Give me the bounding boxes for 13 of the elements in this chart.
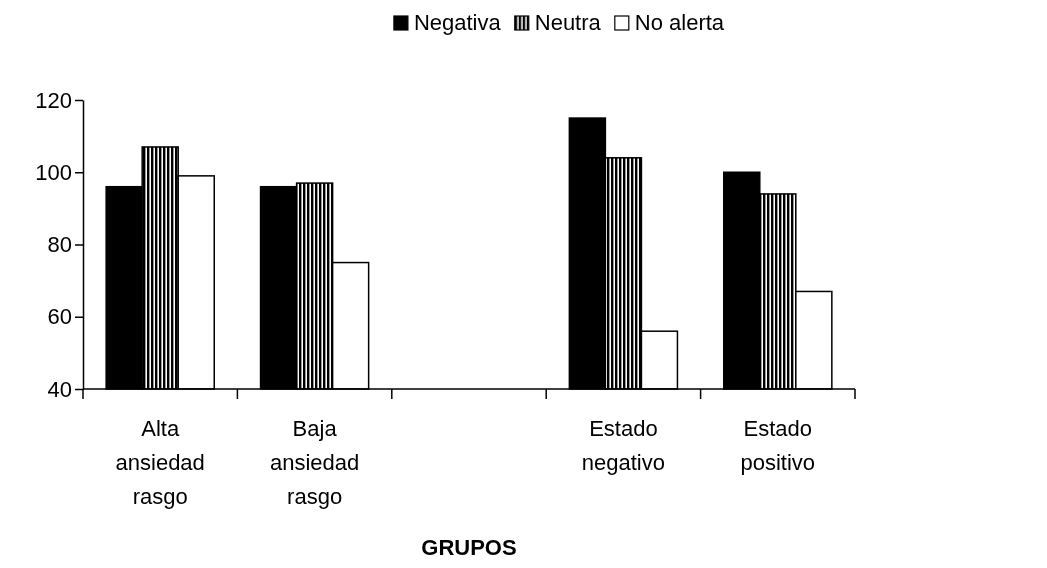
x-tick-label: Baja ansiedad rasgo	[269, 416, 360, 509]
legend-label: No alerta	[634, 10, 725, 35]
y-tick-label: 60	[47, 304, 72, 330]
y-tick-label: 80	[47, 232, 72, 258]
y-tick-label: 100	[35, 159, 72, 185]
x-tick-label: Alta ansiedad rasgo	[115, 416, 205, 509]
legend-label: Negativa	[413, 10, 502, 35]
legend-label: Neutra	[534, 10, 602, 35]
y-tick-label: 40	[47, 376, 72, 402]
x-tick-label: Estado positivo	[740, 416, 816, 475]
y-tick-label: 120	[35, 87, 72, 113]
x-axis-title: GRUPOS	[421, 535, 517, 560]
x-tick-label: Estado negativo	[581, 416, 665, 475]
